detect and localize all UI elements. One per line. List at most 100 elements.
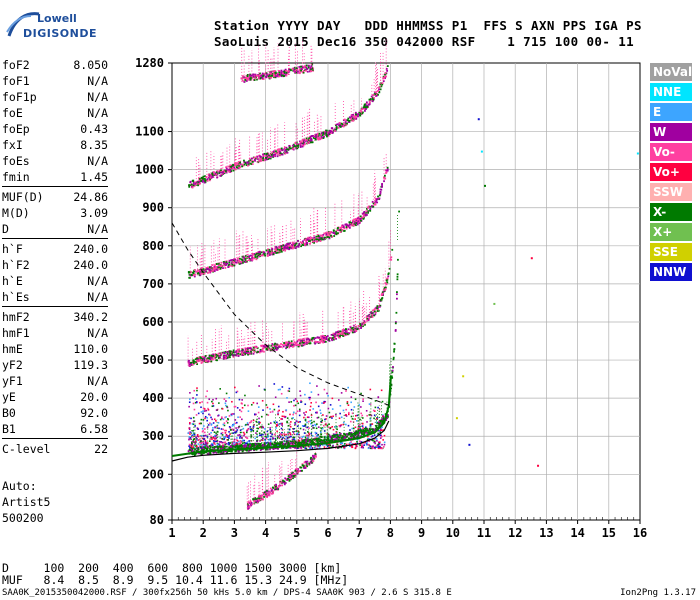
echo-dot [201,446,204,449]
echo-dot [337,335,340,337]
param-row: foF1p N/A [2,89,108,105]
echo-dot [316,412,318,414]
echo-dot [366,435,369,438]
echo-dot [223,422,226,424]
echo-dot [337,436,340,438]
echo-dot [390,256,393,259]
echo-dot [295,245,298,248]
echo-dot [204,415,207,418]
echo-dot [368,100,371,103]
echo-dot [373,429,375,431]
echo-dot [258,250,261,253]
echo-dot [285,342,288,345]
echo-dot [223,356,226,359]
echo-dot [331,425,334,428]
echo-dot [318,138,321,141]
x-tick-label: 2 [200,526,207,540]
echo-dot [241,348,244,351]
echo-dot [303,441,306,444]
echo-dot [222,445,224,448]
echo-dot [308,432,310,434]
echo-dot [239,446,242,449]
echo-dot [192,184,195,187]
echo-dot [192,360,194,363]
echo-dot [309,135,312,138]
echo-dot [212,398,214,401]
echo-dot [340,446,343,449]
echo-dot [230,428,233,431]
echo-dot [382,415,385,418]
echo-dot [201,441,203,444]
echo-dot [301,424,304,427]
echo-dot [196,394,198,396]
echo-dot [281,422,283,425]
echo-dot [294,423,296,426]
echo-dot [274,250,276,253]
param-value: 92.0 [80,406,108,420]
echo-dot [215,171,218,174]
echo-dot [309,237,311,240]
echo-dot [332,445,334,447]
echo-dot [194,358,197,361]
echo-dot [386,277,389,280]
echo-dot [341,438,344,441]
y-tick-label: 800 [142,239,164,253]
echo-dot [249,421,251,424]
echo-dot [259,440,261,442]
echo-dot [195,452,198,455]
echo-dot [377,443,380,445]
echo-dot [206,268,209,270]
echo-dot [197,356,200,359]
echo-dot [292,417,294,419]
echo-dot [268,444,271,447]
echo-dot [307,236,310,239]
echo-dot [280,418,282,420]
echo-dot [292,436,295,439]
echo-dot [301,439,304,442]
echo-dot [324,340,327,343]
echo-dot [202,410,204,412]
echo-dot [324,335,327,338]
echo-dot [326,236,329,238]
echo-dot [236,164,238,167]
echo-dot [381,400,384,403]
echo-dot [309,446,312,448]
echo-dot [224,354,227,357]
echo-dot [284,437,286,440]
echo-dot [201,437,204,440]
echo-dot [281,72,284,75]
echo-dot [349,435,352,438]
echo-dot [228,397,231,399]
echo-dot [196,363,199,366]
echo-dot [369,207,372,210]
echo-dot [310,141,313,144]
echo-dot [289,341,292,344]
echo-dot [354,223,356,226]
echo-dot [213,431,216,434]
echo-dot [242,256,245,259]
echo-dot [192,402,195,405]
echo-dot [245,74,248,77]
echo-dot [240,262,243,265]
echo-dot [304,436,307,439]
echo-dot [272,252,275,255]
echo-dot [393,348,396,351]
echo-dot [190,417,192,420]
echo-dot [205,179,208,182]
echo-dot [358,222,361,224]
echo-dot [261,399,264,402]
echo-dot [382,445,385,448]
echo-dot [335,126,338,128]
echo-dot [361,112,364,115]
echo-dot [361,417,364,419]
echo-dot [310,445,312,447]
echo-dot [252,73,255,76]
echo-dot [380,434,382,437]
echo-dot [228,446,231,449]
echo-dot [290,340,293,343]
echo-dot [253,443,256,446]
echo-dot [354,111,357,114]
echo-dot [336,428,338,431]
echo-dot [314,439,317,441]
echo-dot [396,293,398,296]
